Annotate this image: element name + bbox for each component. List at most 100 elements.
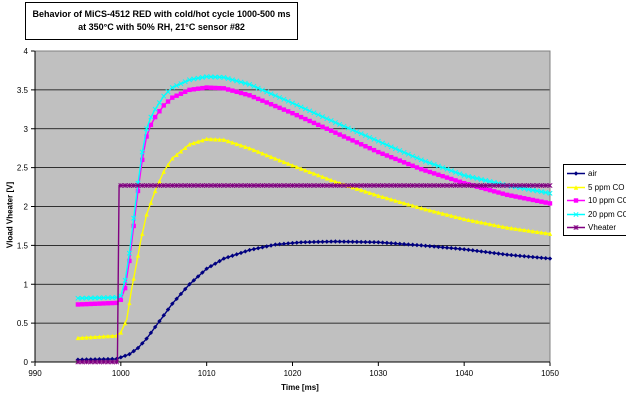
data-point [504,252,510,257]
data-point [547,201,553,206]
data-point [165,162,171,168]
y-tick-label: 3.5 [17,86,29,95]
data-point [243,144,248,149]
data-point [92,359,98,365]
data-point [191,76,197,82]
data-point [178,182,184,189]
data-point [526,196,531,202]
data-point [453,246,458,251]
data-point [496,251,501,256]
data-point [161,182,167,189]
data-point [170,156,175,161]
data-point [337,132,342,137]
chart-title-line-2: at 350°C with 50% RH, 21°C sensor #82 [78,22,245,32]
data-point [195,75,201,81]
data-point [110,356,115,362]
data-point [247,247,252,253]
data-point [543,230,548,236]
data-point [354,140,360,145]
data-point [517,227,523,232]
series-20-ppm-co [75,74,553,301]
data-point [316,239,321,245]
data-point [345,182,351,189]
data-point [354,182,360,189]
data-point [384,142,390,148]
data-point [393,156,398,162]
data-point [406,161,411,167]
data-point [259,182,265,189]
data-point [470,174,476,180]
data-point [534,198,540,204]
data-point [131,215,137,221]
data-point [538,189,544,195]
data-point [449,176,454,182]
data-point [144,212,149,217]
data-point [419,205,424,211]
data-point [534,182,540,189]
data-point [470,182,476,189]
data-point [135,253,141,258]
data-point [281,107,287,112]
data-point [122,277,128,283]
data-point [457,182,463,189]
data-point [238,79,244,85]
data-point [80,335,85,340]
data-point [440,165,446,171]
data-point [341,134,347,139]
data-point [200,270,205,275]
data-point [397,241,402,247]
data-point [492,222,497,228]
data-point [277,182,283,189]
data-point [139,149,145,155]
data-point [392,146,399,152]
series-vheater [75,182,553,365]
data-point [281,182,287,189]
data-point [547,256,553,261]
data-point [75,302,81,307]
data-point [448,168,454,174]
data-point [298,114,304,120]
data-point [126,182,132,189]
data-point [157,179,162,184]
data-point [436,210,441,215]
data-point [371,182,377,189]
data-point [105,333,111,339]
data-point [513,182,519,189]
data-point [324,176,330,181]
data-point [298,166,304,171]
data-point [316,122,321,128]
data-point [354,239,360,245]
data-point [543,189,549,196]
data-point [380,194,385,200]
data-point [182,79,188,85]
data-point [264,244,269,249]
data-point [140,231,145,236]
legend-label: air [588,169,597,179]
data-point [182,182,188,189]
data-point [169,182,175,189]
data-point [500,191,505,196]
data-point [440,211,445,216]
data-point [414,242,420,248]
data-point [500,251,505,257]
data-point [457,171,463,177]
data-point [88,295,94,301]
data-point [444,175,450,180]
data-point [324,182,330,189]
data-point [461,172,467,178]
data-point [389,197,394,202]
data-point [371,192,377,197]
data-point [388,182,394,189]
data-point [367,182,373,189]
data-point [281,159,287,165]
data-point [423,182,429,189]
legend-swatch [567,198,585,203]
data-point [161,93,167,99]
data-point [522,196,527,201]
data-point [131,348,136,354]
data-point [213,261,218,266]
data-point [273,156,278,161]
data-point [521,182,527,189]
data-point [509,193,514,198]
data-point [118,355,124,360]
